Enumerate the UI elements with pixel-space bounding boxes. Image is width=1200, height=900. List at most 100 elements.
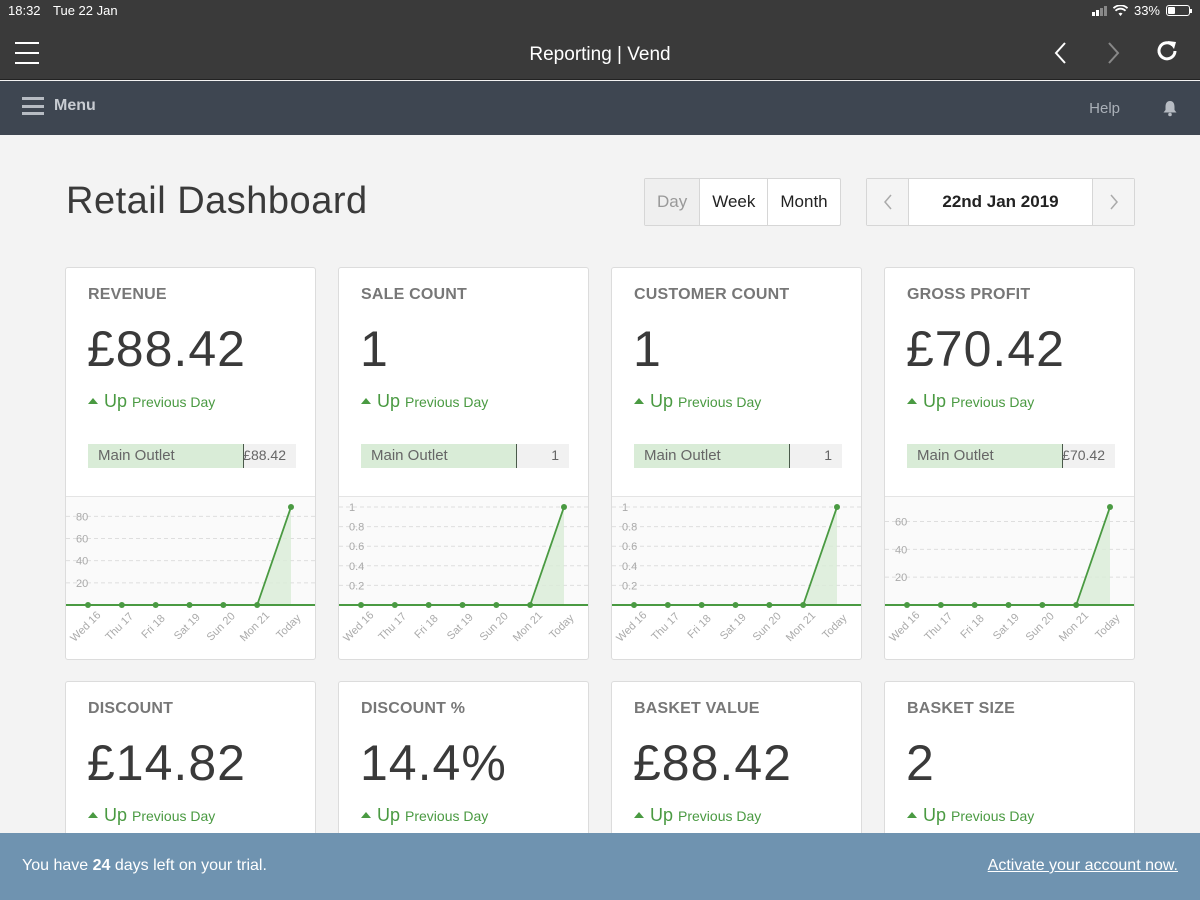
trend-indicator: Up Previous Day (907, 391, 1034, 412)
data-point (561, 504, 567, 510)
data-point (631, 602, 637, 608)
data-point (425, 602, 432, 608)
forward-icon[interactable] (1102, 40, 1124, 66)
prev-date-button[interactable] (867, 179, 909, 225)
status-right: 33% (1091, 3, 1192, 18)
trend-comparison: Previous Day (678, 394, 762, 410)
reload-icon[interactable] (1154, 38, 1180, 64)
y-tick-label: 0.4 (349, 561, 364, 573)
card-revenue[interactable]: REVENUE £88.42 Up Previous Day Main Outl… (65, 267, 316, 660)
data-point (152, 602, 159, 608)
x-tick-label: Sat 19 (991, 611, 1022, 642)
area-fill (907, 507, 1110, 605)
outlet-bar-fill (361, 444, 517, 468)
trend-comparison: Previous Day (405, 808, 489, 824)
back-icon[interactable] (1050, 40, 1072, 66)
battery-percent: 33% (1133, 3, 1160, 18)
x-tick-label: Sun 20 (1024, 610, 1057, 643)
trend-comparison: Previous Day (951, 808, 1035, 824)
x-tick-label: Wed 16 (341, 609, 376, 644)
trend-chart: 0.2 0.4 0.6 0.8 1 Wed 16 Thu 17 Fri 18 Sat 19 Sun… (612, 496, 861, 659)
x-tick-label: Fri 18 (139, 613, 167, 641)
trend-indicator: Up Previous Day (361, 391, 488, 412)
x-tick-label: Mon 21 (511, 610, 545, 644)
card-value: 14.4% (360, 735, 507, 791)
card-title: GROSS PROFIT (907, 286, 1031, 303)
trend-chart-svg: 0.2 0.4 0.6 0.8 1 Wed 16 Thu 17 Fri 18 Sat 19 Sun… (339, 497, 588, 644)
next-date-button[interactable] (1092, 179, 1134, 225)
card-title: BASKET SIZE (907, 700, 1015, 717)
trend-chart-svg: 20 40 60 80 Wed 16 Thu 17 Fri 18 Sat 19 Sun 20 Mo… (66, 497, 315, 644)
trend-indicator: Up Previous Day (88, 391, 215, 412)
bell-icon[interactable] (1162, 99, 1178, 117)
battery-icon (1166, 5, 1192, 16)
data-point (904, 602, 910, 608)
y-tick-label: 60 (76, 533, 88, 545)
y-tick-label: 60 (895, 517, 907, 529)
trend-comparison: Previous Day (405, 394, 489, 410)
card-discount[interactable]: DISCOUNT £14.82 Up Previous Day (65, 681, 316, 851)
card-basket-value[interactable]: BASKET VALUE £88.42 Up Previous Day (611, 681, 862, 851)
activate-account-link[interactable]: Activate your account now. (987, 857, 1178, 874)
trend-direction: Up (377, 805, 401, 825)
wifi-icon (1112, 4, 1128, 16)
outlet-bar[interactable]: Main Outlet £88.42 (88, 444, 296, 468)
trend-comparison: Previous Day (132, 394, 216, 410)
y-tick-label: 0.8 (349, 522, 364, 534)
data-point (937, 602, 944, 608)
period-selector: Day Week Month (644, 178, 841, 226)
y-tick-label: 1 (622, 502, 628, 514)
card-sale-count[interactable]: SALE COUNT 1 Up Previous Day Main Outlet… (338, 267, 589, 660)
outlet-bar[interactable]: Main Outlet 1 (634, 444, 842, 468)
card-value: £88.42 (633, 735, 792, 791)
x-tick-label: Sat 19 (718, 611, 749, 642)
x-tick-label: Wed 16 (68, 609, 103, 644)
menu-button[interactable]: Menu (22, 97, 96, 115)
trend-indicator: Up Previous Day (634, 805, 761, 826)
data-point (85, 602, 91, 608)
card-title: DISCOUNT (88, 700, 174, 717)
period-day[interactable]: Day (645, 179, 701, 225)
data-point (288, 504, 294, 510)
card-gross-profit[interactable]: GROSS PROFIT £70.42 Up Previous Day Main… (884, 267, 1135, 660)
page-title: Retail Dashboard (66, 180, 368, 222)
date-navigator: 22nd Jan 2019 (866, 178, 1135, 226)
help-link[interactable]: Help (1089, 100, 1120, 117)
trend-direction: Up (650, 805, 674, 825)
outlet-name: Main Outlet (917, 447, 994, 464)
signal-icon (1091, 5, 1107, 16)
browser-toolbar: Reporting | Vend (0, 22, 1200, 80)
card-value: £14.82 (87, 735, 246, 791)
browser-menu-icon[interactable] (15, 42, 39, 64)
area-fill (88, 507, 291, 605)
card-title: BASKET VALUE (634, 700, 760, 717)
data-point (1073, 602, 1080, 608)
trial-message: You have 24 days left on your trial. (22, 857, 267, 875)
trend-indicator: Up Previous Day (634, 391, 761, 412)
card-value: £70.42 (906, 321, 1065, 377)
card-value: £88.42 (87, 321, 246, 377)
trend-chart: 20 40 60 Wed 16 Thu 17 Fri 18 Sat 19 Sun 20 Mon … (885, 496, 1134, 659)
period-week[interactable]: Week (700, 179, 769, 225)
y-tick-label: 0.2 (622, 580, 637, 592)
outlet-name: Main Outlet (371, 447, 448, 464)
current-date[interactable]: 22nd Jan 2019 (942, 192, 1059, 211)
card-discount-percent[interactable]: DISCOUNT % 14.4% Up Previous Day (338, 681, 589, 851)
data-point (732, 602, 739, 608)
outlet-bar[interactable]: Main Outlet £70.42 (907, 444, 1115, 468)
y-tick-label: 0.6 (622, 541, 637, 553)
card-customer-count[interactable]: CUSTOMER COUNT 1 Up Previous Day Main Ou… (611, 267, 862, 660)
x-tick-label: Wed 16 (887, 609, 922, 644)
outlet-bar[interactable]: Main Outlet 1 (361, 444, 569, 468)
x-tick-label: Today (1093, 612, 1123, 642)
x-tick-label: Today (820, 612, 850, 642)
card-basket-size[interactable]: BASKET SIZE 2 Up Previous Day (884, 681, 1135, 851)
x-tick-label: Fri 18 (685, 613, 713, 641)
y-tick-label: 20 (895, 572, 907, 584)
chevron-left-icon (883, 194, 892, 210)
chevron-right-icon (1109, 194, 1118, 210)
outlet-amount: 1 (551, 447, 559, 463)
x-tick-label: Mon 21 (784, 610, 818, 644)
trend-up-icon (361, 812, 371, 818)
period-month[interactable]: Month (780, 192, 828, 211)
